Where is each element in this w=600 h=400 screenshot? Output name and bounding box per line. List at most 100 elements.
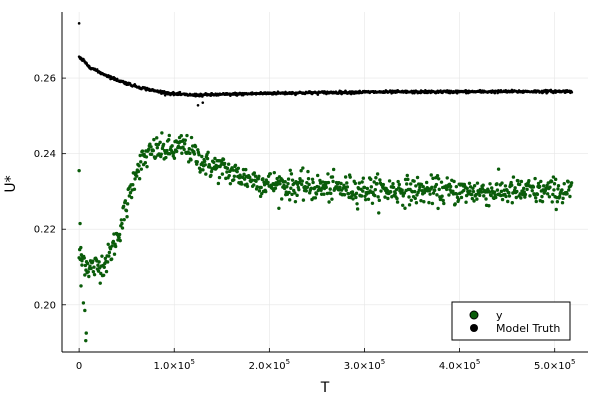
point-y — [290, 192, 294, 197]
point-y — [104, 269, 109, 274]
y-tick-labels: 0.20 0.22 0.24 0.26 — [34, 74, 56, 312]
point-y — [164, 155, 168, 160]
point-y — [185, 133, 189, 138]
point-y — [232, 174, 237, 178]
point-y — [136, 169, 141, 174]
point-y — [534, 199, 538, 204]
point-y — [487, 190, 492, 194]
point-y — [187, 147, 191, 151]
point-y — [516, 179, 520, 183]
point-y — [286, 177, 291, 181]
point-y — [350, 190, 355, 194]
point-y — [377, 198, 382, 203]
point-y — [248, 175, 252, 180]
point-model-truth — [163, 93, 167, 97]
point-y — [204, 172, 208, 176]
point-y — [86, 270, 90, 274]
point-y — [417, 188, 421, 192]
point-y — [300, 179, 304, 183]
point-y — [301, 198, 306, 202]
point-y — [280, 197, 284, 201]
point-y — [439, 180, 444, 184]
point-y — [447, 193, 451, 197]
point-y — [309, 186, 314, 191]
point-y — [413, 189, 417, 194]
point-y — [488, 182, 492, 186]
point-y — [288, 198, 292, 202]
point-y — [222, 161, 227, 166]
point-y — [568, 194, 572, 199]
point-y — [357, 181, 362, 185]
point-y — [330, 175, 335, 179]
point-y — [233, 163, 238, 168]
point-y — [415, 175, 420, 180]
point-y — [366, 197, 371, 201]
point-y — [419, 198, 423, 203]
point-y — [386, 196, 390, 201]
point-y — [464, 200, 468, 204]
point-y — [451, 189, 455, 194]
point-y — [351, 197, 355, 201]
axes — [61, 12, 588, 353]
point-y — [560, 188, 564, 192]
point-y — [167, 133, 171, 138]
point-y — [80, 263, 84, 267]
point-y — [405, 182, 409, 186]
point-y — [548, 185, 552, 189]
point-y — [537, 184, 542, 189]
point-y — [396, 179, 400, 184]
point-y — [533, 176, 537, 181]
point-y — [355, 202, 359, 206]
point-y — [342, 193, 347, 197]
point-y — [91, 270, 96, 274]
legend: y Model Truth — [451, 301, 571, 341]
point-y — [118, 238, 122, 243]
y-tick-label: 0.20 — [34, 300, 56, 311]
point-y — [144, 155, 149, 159]
point-y — [375, 182, 379, 186]
point-y — [242, 177, 247, 181]
point-model-truth — [77, 22, 81, 25]
point-y — [361, 176, 366, 180]
point-y — [385, 188, 389, 193]
point-y — [360, 180, 364, 184]
point-y — [494, 195, 498, 200]
point-y — [445, 176, 449, 180]
point-y — [92, 272, 97, 277]
point-y — [278, 182, 282, 186]
point-y — [355, 207, 360, 211]
point-y — [373, 187, 378, 192]
point-y — [170, 144, 174, 148]
x-tick-label: 0 — [76, 361, 82, 372]
point-y — [510, 201, 514, 205]
point-y — [125, 202, 130, 206]
point-y — [326, 172, 330, 176]
point-y — [307, 182, 311, 187]
point-y — [148, 142, 152, 146]
point-y — [266, 180, 270, 185]
point-y — [167, 138, 171, 142]
point-y — [507, 194, 512, 198]
point-y — [111, 239, 116, 244]
point-y — [295, 193, 299, 198]
point-y — [290, 178, 295, 182]
point-y — [401, 203, 405, 207]
x-tick-label: 2.0×105 — [249, 358, 290, 372]
point-y — [328, 187, 332, 191]
point-y — [444, 187, 449, 192]
point-y — [519, 179, 524, 184]
point-y — [311, 180, 315, 185]
point-y — [293, 199, 298, 204]
point-y — [120, 226, 125, 230]
point-y — [117, 232, 122, 237]
point-y — [479, 190, 484, 194]
point-y — [235, 169, 239, 174]
point-y — [82, 256, 86, 260]
point-y — [510, 183, 514, 187]
point-y — [471, 189, 476, 194]
point-y — [313, 196, 318, 200]
point-y — [193, 144, 198, 149]
point-y — [395, 196, 399, 201]
point-y — [504, 194, 508, 199]
